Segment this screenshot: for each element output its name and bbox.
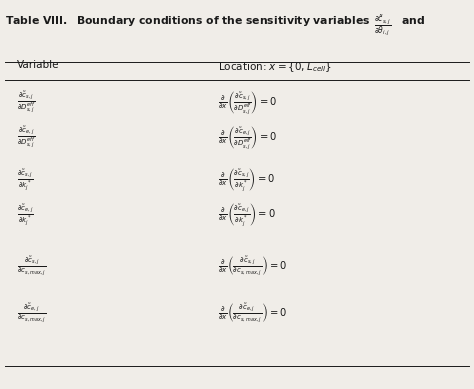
Text: $\frac{\partial\tilde{c}_{s,j}}{\partial c_{s,max,j}}$: $\frac{\partial\tilde{c}_{s,j}}{\partial…: [17, 255, 46, 278]
Text: $\frac{\partial}{\partial x}\left(\frac{\partial\tilde{c}_{e,j}}{\partial D^{eff: $\frac{\partial}{\partial x}\left(\frac{…: [218, 124, 277, 152]
Text: $\frac{\partial\tilde{c}_{s,j}}{\partial D^{eff}_{s,j}}$: $\frac{\partial\tilde{c}_{s,j}}{\partial…: [17, 90, 35, 116]
Text: $\frac{\partial\tilde{c}_{e,j}}{\partial k^*_j}$: $\frac{\partial\tilde{c}_{e,j}}{\partial…: [17, 203, 33, 229]
Text: Variable: Variable: [17, 60, 59, 70]
Text: $\frac{\partial}{\partial x}\left(\frac{\partial\tilde{c}_{s,j}}{\partial D^{eff: $\frac{\partial}{\partial x}\left(\frac{…: [218, 89, 277, 117]
Text: $\mathbf{Table\ VIII.\ \ Boundary\ conditions\ of\ the\ sensitivity\ variables}$: $\mathbf{Table\ VIII.\ \ Boundary\ condi…: [5, 14, 370, 28]
Text: $\mathbf{and}$: $\mathbf{and}$: [401, 14, 425, 26]
Text: $\frac{\partial\tilde{c}_{s,j}}{\partial k^*_j}$: $\frac{\partial\tilde{c}_{s,j}}{\partial…: [17, 168, 33, 194]
Text: $\frac{\partial}{\partial x}\left(\frac{\partial\tilde{c}_{e,j}}{\partial k^*_j}: $\frac{\partial}{\partial x}\left(\frac{…: [218, 202, 276, 230]
Text: $\frac{\partial\tilde{c}_{e,j}}{\partial c_{s,max,j}}$: $\frac{\partial\tilde{c}_{e,j}}{\partial…: [17, 301, 46, 325]
Text: Location: $x = \{0, L_{cell}\}$: Location: $x = \{0, L_{cell}\}$: [218, 60, 332, 74]
Text: $\frac{\partial\tilde{c}_{s,j}}{\partial\theta_{i,j}}$: $\frac{\partial\tilde{c}_{s,j}}{\partial…: [374, 14, 391, 39]
Text: $\frac{\partial}{\partial x}\left(\frac{\partial\tilde{c}_{e,j}}{\partial c_{s,m: $\frac{\partial}{\partial x}\left(\frac{…: [218, 301, 287, 325]
Text: $\frac{\partial\tilde{c}_{e,j}}{\partial D^{eff}_{s,j}}$: $\frac{\partial\tilde{c}_{e,j}}{\partial…: [17, 125, 35, 151]
Text: $\frac{\partial}{\partial x}\left(\frac{\partial\tilde{c}_{s,j}}{\partial k^*_j}: $\frac{\partial}{\partial x}\left(\frac{…: [218, 167, 275, 194]
Text: $\frac{\partial}{\partial x}\left(\frac{\partial\tilde{c}_{s,j}}{\partial c_{s,m: $\frac{\partial}{\partial x}\left(\frac{…: [218, 255, 287, 278]
